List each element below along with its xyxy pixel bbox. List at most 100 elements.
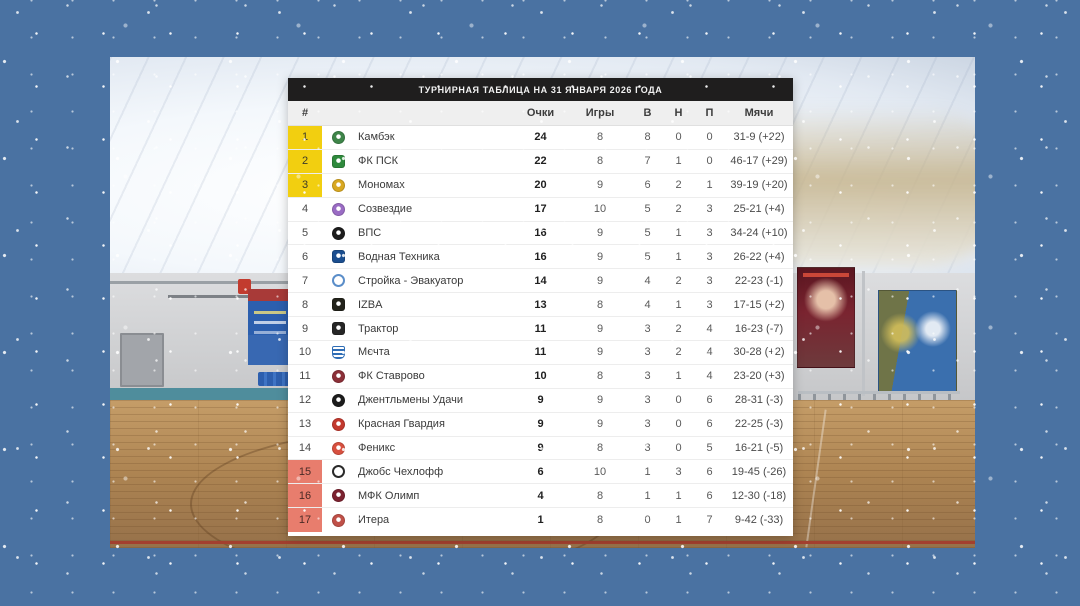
col-header-wins: В [643,107,652,119]
court-boundary-line [110,541,975,544]
rank-cell: 5 [301,227,309,239]
losses-cell: 6 [706,394,713,407]
team-name: ФК ПСК [358,155,399,168]
col-header-games: Игры [585,107,615,119]
losses-cell: 0 [706,155,713,168]
table-row[interactable]: 3 Мономах 20 9 6 2 1 39-19 (+20) [288,173,793,198]
rank-cell: 9 [301,322,309,335]
standings-title: ТУРНИРНАЯ ТАБЛИЦА НА 31 ЯНВАРЯ 2026 ГОДА [288,78,793,101]
losses-cell: 3 [706,298,713,311]
team-logo-icon [331,369,345,383]
points-cell: 14 [534,274,547,287]
draws-cell: 2 [675,322,682,335]
col-header-goals: Мячи [744,107,774,119]
points-cell: 22 [534,155,547,168]
goals-cell: 23-20 (+3) [733,370,785,383]
table-row[interactable]: 14 Феникс 9 8 3 0 5 16-21 (-5) [288,436,793,461]
games-cell: 8 [596,155,604,168]
points-cell: 24 [534,131,547,144]
table-row[interactable]: 6 Водная Техника 16 9 5 1 3 26-22 (+4) [288,245,793,270]
losses-cell: 4 [706,370,713,383]
team-logo-cell [322,130,354,144]
team-logo-icon [331,489,345,503]
team-logo-cell [322,513,354,527]
rank-cell: 14 [298,442,312,455]
games-cell: 9 [596,274,604,287]
wins-cell: 1 [644,489,651,502]
games-cell: 8 [596,489,604,502]
team-logo-cell [322,178,354,192]
table-row[interactable]: 8 IZBA 13 8 4 1 3 17-15 (+2) [288,293,793,318]
team-name: ФК Ставрово [358,370,425,383]
team-logo-icon [331,202,345,216]
wins-cell: 5 [644,203,651,216]
table-row[interactable]: 12 Джентльмены Удачи 9 9 3 0 6 28-31 (-3) [288,388,793,413]
table-row[interactable]: 1 Камбэк 24 8 8 0 0 31-9 (+22) [288,126,793,150]
team-logo-cell [322,441,354,455]
losses-cell: 3 [706,250,713,263]
col-header-points: Очки [526,107,555,119]
col-header-losses: П [705,107,714,119]
team-logo-cell [322,369,354,383]
table-row[interactable]: 13 Красная Гвардия 9 9 3 0 6 22-25 (-3) [288,412,793,437]
wins-cell: 3 [644,418,651,431]
table-row[interactable]: 17 Итера 1 8 0 1 7 9-42 (-33) [288,508,793,533]
goals-cell: 17-15 (+2) [733,298,785,311]
wins-cell: 3 [644,442,651,455]
goals-cell: 16-21 (-5) [734,442,784,455]
table-row[interactable]: 16 МФК Олимп 4 8 1 1 6 12-30 (-18) [288,484,793,509]
wall-poster-runners [878,290,957,392]
points-cell: 11 [534,322,547,335]
games-cell: 8 [596,370,604,383]
draws-cell: 0 [675,442,682,455]
games-cell: 9 [596,227,604,239]
wins-cell: 4 [644,274,651,287]
team-logo-cell [322,154,354,168]
team-logo-cell [322,489,354,503]
table-row[interactable]: 5 ВПС 16 9 5 1 3 34-24 (+10) [288,221,793,246]
table-row[interactable]: 10 Мечта 11 9 3 2 4 30-28 (+2) [288,341,793,365]
wins-cell: 5 [644,227,651,239]
goals-cell: 39-19 (+20) [730,179,788,192]
games-cell: 9 [596,346,604,359]
team-logo-cell [322,465,354,479]
goals-cell: 28-31 (-3) [734,394,784,407]
losses-cell: 3 [706,274,713,287]
team-logo-icon [331,441,345,455]
draws-cell: 2 [675,346,682,359]
wins-cell: 0 [644,514,651,527]
games-cell: 8 [596,514,604,527]
games-cell: 9 [596,394,604,407]
table-row[interactable]: 9 Трактор 11 9 3 2 4 16-23 (-7) [288,317,793,342]
wins-cell: 3 [644,394,651,407]
team-name: Джентльмены Удачи [358,394,463,407]
table-row[interactable]: 4 Созвездие 17 10 5 2 3 25-21 (+4) [288,197,793,222]
table-row[interactable]: 7 Стройка - Эвакуатор 14 9 4 2 3 22-23 (-1) [288,269,793,294]
rank-cell: 6 [301,250,309,263]
draws-cell: 1 [675,514,682,527]
points-cell: 16 [534,250,547,263]
points-cell: 9 [537,442,544,455]
col-header-rank: # [301,107,309,119]
team-name: Красная Гвардия [358,418,445,431]
draws-cell: 3 [675,465,682,478]
table-row[interactable]: 11 ФК Ставрово 10 8 3 1 4 23-20 (+3) [288,364,793,389]
losses-cell: 6 [706,465,713,478]
standings-card: ТУРНИРНАЯ ТАБЛИЦА НА 31 ЯНВАРЯ 2026 ГОДА… [288,78,793,537]
points-cell: 17 [534,203,547,216]
team-logo-icon [331,345,345,359]
rank-cell: 7 [301,274,309,287]
losses-cell: 1 [706,179,713,192]
wins-cell: 3 [644,346,651,359]
team-name: Феникс [358,442,396,455]
rank-cell: 2 [288,149,322,173]
team-logo-cell [322,202,354,216]
standings-header-row: # Очки Игры В Н П Мячи [288,101,793,126]
team-logo-icon [331,274,345,288]
losses-cell: 4 [706,346,713,359]
rank-cell: 3 [288,173,322,197]
team-name: Мономах [358,179,405,192]
table-row[interactable]: 15 Джобс Чехлофф 6 10 1 3 6 19-45 (-26) [288,460,793,485]
table-row[interactable]: 2 ФК ПСК 22 8 7 1 0 46-17 (+29) [288,149,793,174]
rank-cell: 13 [298,418,312,431]
